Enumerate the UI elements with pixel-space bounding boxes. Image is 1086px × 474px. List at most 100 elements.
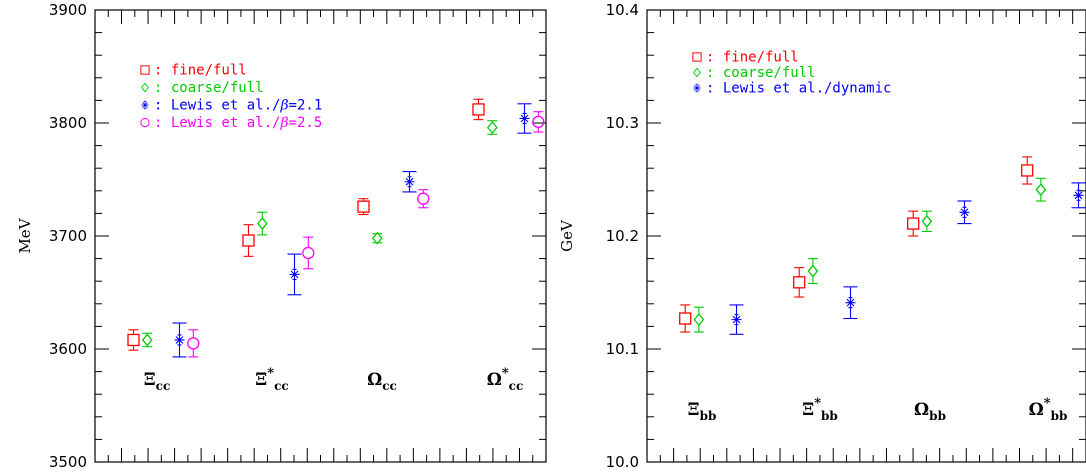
- data-point: [127, 329, 140, 351]
- legend-marker: [693, 83, 701, 93]
- legend-entry: : fine/full: [140, 63, 247, 79]
- legend-entry: : fine/full: [692, 50, 799, 66]
- category-label: Ωbb: [914, 400, 946, 423]
- marker-diamond: [256, 217, 268, 231]
- legend-entry: : Lewis et al./β=2.1: [141, 98, 322, 114]
- marker-square: [1021, 164, 1034, 177]
- data-point: [1035, 177, 1047, 202]
- data-point: [141, 332, 153, 348]
- category-label: Ωcc: [367, 370, 397, 393]
- left-panel-charm: 3500 3600 3700 3800 3900 MeV Ξcc Ξ*cc Ωcc Ω*cc : f…: [16, 1, 547, 471]
- data-point: [957, 200, 972, 225]
- data-point: [486, 120, 498, 135]
- marker-square: [679, 312, 692, 325]
- marker-burst: [519, 112, 530, 125]
- marker-circle: [302, 246, 315, 260]
- marker-diamond: [141, 333, 153, 347]
- category-label: Ω*cc: [487, 366, 524, 393]
- category-label: Ω*bb: [1029, 396, 1068, 423]
- legend-marker-burst: [693, 83, 701, 93]
- marker-square: [907, 217, 920, 230]
- y-tick-label: 3700: [49, 227, 87, 245]
- legend-marker-diamond: [140, 82, 150, 93]
- legend-marker: [141, 100, 149, 110]
- data-point: [302, 236, 315, 270]
- data-point: [843, 286, 858, 320]
- y-tick-label: 10.1: [606, 340, 639, 358]
- legend-marker-diamond: [692, 67, 702, 78]
- legend-label: : Lewis et al./β=2.5: [154, 115, 322, 131]
- data-point: [242, 224, 255, 257]
- marker-burst: [845, 297, 856, 309]
- data-point: [679, 304, 692, 333]
- data-point: [172, 322, 187, 358]
- marker-circle: [187, 337, 200, 350]
- y-tick-label: 3800: [49, 114, 87, 132]
- data-point: [907, 210, 920, 237]
- category-label: Ξ*bb: [802, 396, 838, 423]
- category-label: Ξ*cc: [255, 366, 288, 393]
- data-point: [256, 211, 268, 236]
- marker-diamond: [921, 214, 933, 228]
- legend-marker: [140, 65, 150, 75]
- data-point: [187, 329, 200, 358]
- y-axis-title: MeV: [16, 217, 34, 253]
- data-point: [729, 304, 744, 335]
- marker-square: [472, 103, 485, 116]
- data-point: [693, 306, 705, 333]
- legend-entry: : Lewis et al./β=2.5: [140, 115, 322, 131]
- data-point: [357, 198, 370, 216]
- legend-entry: : coarse/full: [140, 80, 264, 96]
- marker-square: [357, 200, 370, 213]
- marker-burst: [174, 334, 185, 346]
- marker-diamond: [807, 264, 819, 278]
- marker-burst: [1073, 189, 1084, 201]
- y-axis-title: GeV: [558, 219, 576, 252]
- legend-label: : fine/full: [154, 63, 247, 79]
- data-point: [287, 253, 302, 296]
- marker-burst: [404, 176, 415, 188]
- right-panel-bottom: 10.0 10.1 10.2 10.3 10.4 GeV Ξbb Ξ*bb Ωbb Ω*bb: f…: [558, 1, 1086, 471]
- legend-label: : fine/full: [706, 50, 799, 66]
- marker-square: [793, 276, 806, 289]
- y-tick-label: 3600: [49, 340, 87, 358]
- y-tick-label: 10.3: [606, 114, 639, 132]
- y-tick-label: 10.2: [606, 227, 639, 245]
- marker-burst: [731, 314, 742, 326]
- marker-diamond: [693, 313, 705, 327]
- marker-diamond: [371, 231, 383, 245]
- legend-label: : coarse/full: [154, 80, 264, 96]
- legend-marker: [140, 117, 150, 128]
- legend-marker-square: [140, 65, 150, 75]
- data-point: [417, 189, 430, 209]
- data-point: [807, 258, 819, 285]
- legend-entry: : coarse/full: [692, 65, 816, 81]
- marker-burst: [289, 268, 300, 280]
- y-tick-label: 3900: [49, 1, 87, 19]
- category-label: Ξcc: [144, 370, 171, 393]
- y-tick-label: 3500: [49, 453, 87, 471]
- marker-square: [242, 234, 255, 247]
- marker-circle: [532, 115, 545, 129]
- data-point: [532, 111, 545, 133]
- marker-diamond: [486, 120, 498, 135]
- marker-diamond: [1035, 183, 1047, 197]
- marker-circle: [417, 192, 430, 205]
- legend-label: : Lewis et al./β=2.1: [154, 98, 322, 114]
- data-point: [921, 210, 933, 233]
- legend-label: : coarse/full: [706, 65, 816, 81]
- legend-marker-square: [692, 52, 702, 62]
- data-point: [793, 267, 806, 298]
- y-tick-label: 10.4: [606, 1, 639, 19]
- legend-marker: [692, 67, 702, 78]
- marker-square: [127, 333, 140, 347]
- data-point: [371, 231, 383, 245]
- category-label: Ξbb: [688, 400, 717, 423]
- legend-label: : Lewis et al./dynamic: [706, 81, 891, 97]
- legend-marker: [692, 52, 702, 62]
- data-point: [517, 103, 532, 134]
- marker-burst: [959, 206, 970, 218]
- data-point: [402, 171, 417, 193]
- legend-marker: [140, 82, 150, 93]
